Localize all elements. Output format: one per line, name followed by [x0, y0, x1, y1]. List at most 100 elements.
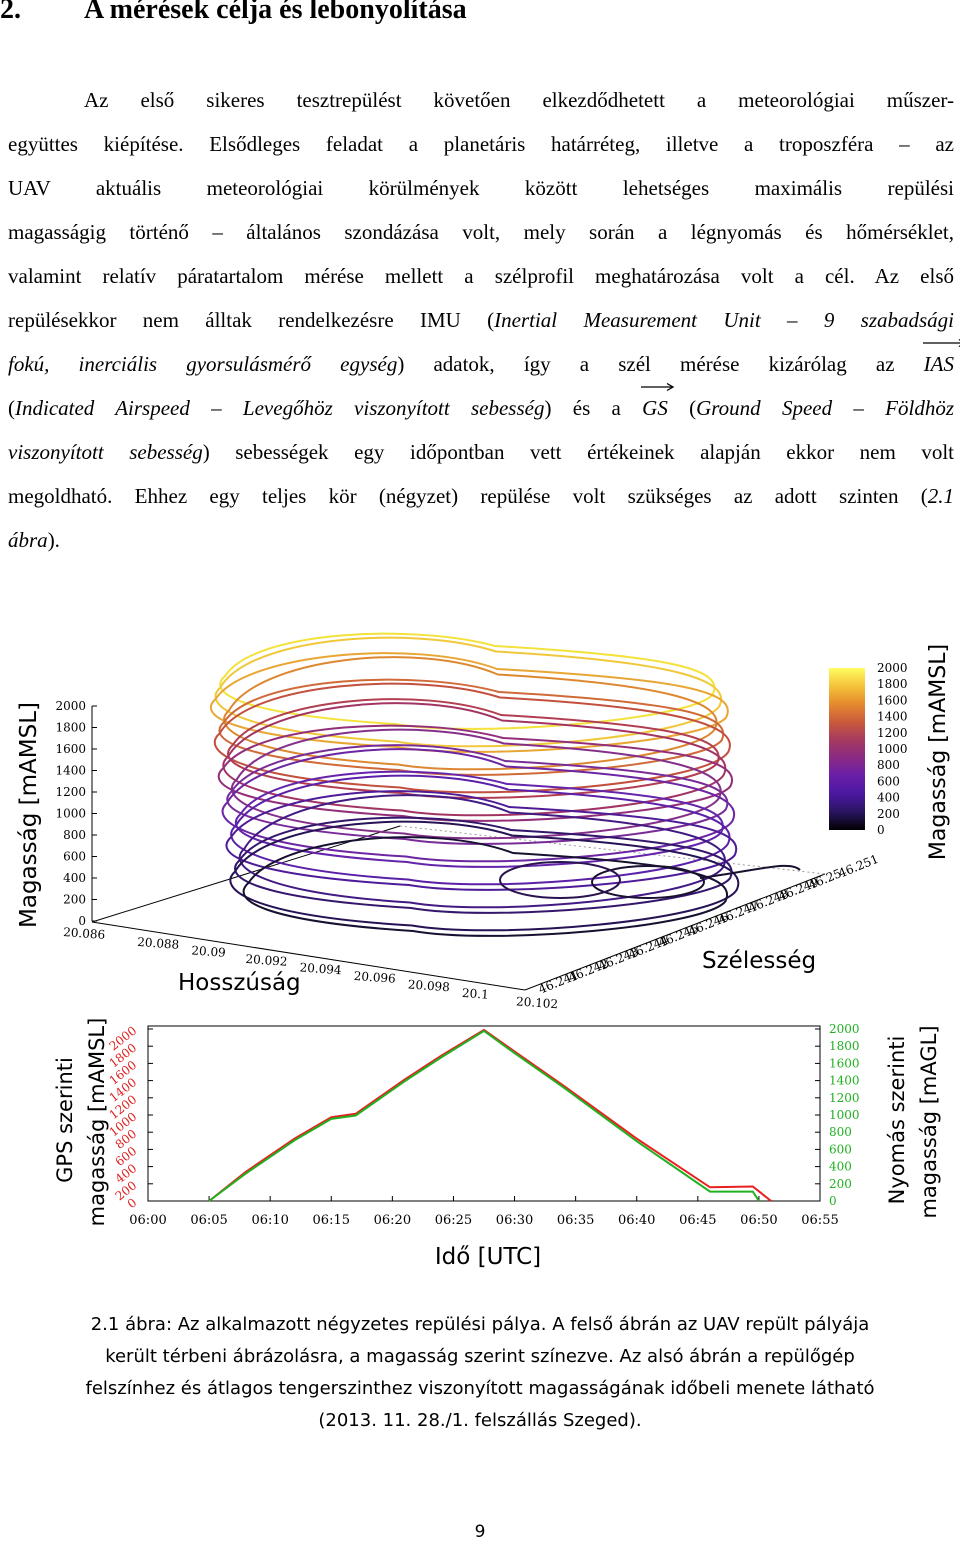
altitude-time-chart: 06:00 06:05 06:10 06:15 06:20 06:25 06:30 06:35…: [53, 1018, 941, 1270]
x-tick-label: 06:35: [557, 1213, 594, 1228]
y-right-axis-label-line1: Nyomás szerinti: [885, 1036, 909, 1205]
colorbar-tick-label: 800: [877, 758, 900, 772]
section-number: 2.: [0, 0, 21, 25]
colorbar: [829, 668, 865, 830]
y-right-tick-label: 1000: [829, 1108, 860, 1122]
flight-path-ground-loop: [499, 861, 621, 899]
flight-path-level: [229, 820, 740, 932]
flight-path-level: [217, 724, 733, 822]
y-right-tick-label: 800: [829, 1125, 852, 1139]
z-tick-label: 400: [63, 871, 86, 885]
y-left-axis-label-line2: magasság [mAMSL]: [85, 1018, 109, 1227]
x-tick-label: 20.102: [516, 994, 559, 1010]
x-tick-label: 20.1: [462, 986, 490, 1002]
paragraph-line: megoldható. Ehhez egy teljes kör (négyze…: [8, 484, 954, 508]
z-axis-label: Magasság [mAMSL]: [16, 702, 42, 928]
gps-altitude-series: [208, 1028, 772, 1202]
paragraph-line: viszonyított sebesség) sebességek egy id…: [8, 440, 955, 464]
colorbar-tick-label: 1800: [877, 677, 908, 691]
x-tick-label: 06:15: [313, 1213, 350, 1228]
y-right-tick-label: 600: [829, 1142, 852, 1156]
x-tick-label: 06:05: [190, 1213, 227, 1228]
paragraph-line: fokú, inerciális gyorsulásmérő egység) a…: [8, 338, 960, 386]
y-left-axis-label-line1: GPS szerinti: [53, 1057, 77, 1183]
base-plane-back-edge: [399, 825, 826, 875]
flight-path-level: [219, 632, 716, 730]
flight-path-3d-chart: 2000180016001400120010008006004002000Mag…: [16, 632, 951, 1010]
gs-vector-symbol: GS: [641, 382, 675, 430]
y-right-tick-label: 400: [829, 1160, 852, 1174]
colorbar-tick-label: 200: [877, 807, 900, 821]
flight-path-level: [227, 698, 720, 799]
x-tick-label: 06:55: [801, 1213, 838, 1228]
section-heading: 2. A mérések célja és lebonyolítása: [0, 0, 467, 26]
x-tick-label: 20.086: [63, 925, 106, 942]
flight-path-level: [234, 770, 724, 868]
z-tick-label: 1200: [55, 785, 86, 799]
caption-line: (2013. 11. 28./1. felszállás Szeged).: [318, 1410, 642, 1431]
x-tick-label: 06:30: [496, 1213, 533, 1228]
flight-path-level: [213, 682, 731, 794]
flight-path-level: [214, 636, 723, 748]
z-tick-label: 800: [63, 828, 86, 842]
y-right-tick-label: 1400: [829, 1074, 860, 1088]
flight-path-level: [225, 790, 738, 891]
colorbar-label: Magasság [mAMSL]: [926, 644, 951, 860]
x-tick-label: 20.088: [137, 935, 180, 952]
colorbar-tick-label: 600: [877, 774, 900, 788]
caption-line: felszínhez és átlagos tengerszinthez vis…: [85, 1378, 875, 1399]
y-axis-label: Szélesség: [702, 948, 816, 974]
base-plane-edge: [91, 825, 826, 991]
x-tick-label: 06:00: [129, 1213, 166, 1228]
z-tick-label: 600: [63, 850, 86, 864]
paragraph-line: (Indicated Airspeed – Levegőhöz viszonyí…: [8, 382, 954, 430]
colorbar-tick-label: 1400: [877, 710, 908, 724]
y-right-axis-label-line2: magasság [mAGL]: [917, 1025, 941, 1218]
caption-line: került térbeni ábrázolásra, a magasság s…: [105, 1346, 855, 1367]
colorbar-tick-label: 1200: [877, 726, 908, 740]
paragraph-line: repülésekkor nem álltak rendelkezésre IM…: [8, 308, 955, 332]
figure-caption: 2.1 ábra: Az alkalmazott négyzetes repül…: [0, 1309, 960, 1437]
flight-path-level: [226, 744, 729, 845]
x-tick-label: 06:45: [679, 1213, 716, 1228]
colorbar-tick-label: 1600: [877, 693, 908, 707]
x-tick-label: 06:10: [251, 1213, 288, 1228]
z-tick-label: 1000: [55, 807, 86, 821]
section-title: A mérések célja és lebonyolítása: [84, 0, 467, 25]
flight-path-level: [218, 678, 725, 776]
page-number: 9: [474, 1522, 486, 1542]
x-axis-label: Hosszúság: [178, 970, 301, 996]
x-tick-label: 06:25: [435, 1213, 472, 1228]
paragraph-line: Az első sikeres tesztrepülést követően e…: [84, 88, 954, 112]
caption-line: 2.1 ábra: Az alkalmazott négyzetes repül…: [90, 1314, 870, 1335]
z-tick-label: 1400: [55, 764, 86, 778]
paragraph-line: UAV aktuális meteorológiai körülmények k…: [8, 176, 954, 200]
flight-path-level: [234, 816, 733, 914]
colorbar-tick-label: 400: [877, 791, 900, 805]
flight-path-ground-segment: [699, 864, 801, 879]
z-tick-label: 2000: [55, 699, 86, 713]
x-tick-label: 20.094: [299, 960, 342, 977]
flight-path-ground-loop: [591, 865, 705, 899]
paragraph-line: magasságig történő – általános szondázás…: [8, 220, 954, 244]
plot-frame: [147, 1025, 821, 1202]
y-left-tick-label: 0: [125, 1195, 140, 1211]
z-tick-label: 200: [63, 893, 86, 907]
y-right-tick-label: 1600: [829, 1056, 860, 1070]
y-right-tick-label: 1800: [829, 1039, 860, 1053]
colorbar-tick-label: 1000: [877, 742, 908, 756]
z-tick-label: 0: [78, 914, 86, 928]
flight-path-level: [221, 748, 736, 863]
paragraph-line: valamint relatív páratartalom mérése mel…: [8, 264, 954, 288]
x-tick-label: 06:50: [740, 1213, 777, 1228]
colorbar-tick-label: 2000: [877, 661, 908, 675]
x-tick-label: 20.09: [191, 943, 226, 959]
z-tick-label: 1800: [55, 721, 86, 735]
y-right-tick-label: 200: [829, 1177, 852, 1191]
x-axis-label: Idő [UTC]: [435, 1244, 541, 1270]
flight-path-level: [242, 836, 728, 937]
x-tick-label: 06:20: [374, 1213, 411, 1228]
x-tick-label: 20.092: [245, 952, 288, 969]
pressure-altitude-series: [208, 1029, 760, 1202]
x-tick-label: 20.098: [407, 977, 450, 994]
